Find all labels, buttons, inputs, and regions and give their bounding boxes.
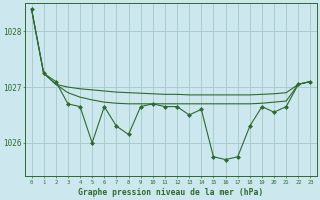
X-axis label: Graphe pression niveau de la mer (hPa): Graphe pression niveau de la mer (hPa) <box>78 188 264 197</box>
